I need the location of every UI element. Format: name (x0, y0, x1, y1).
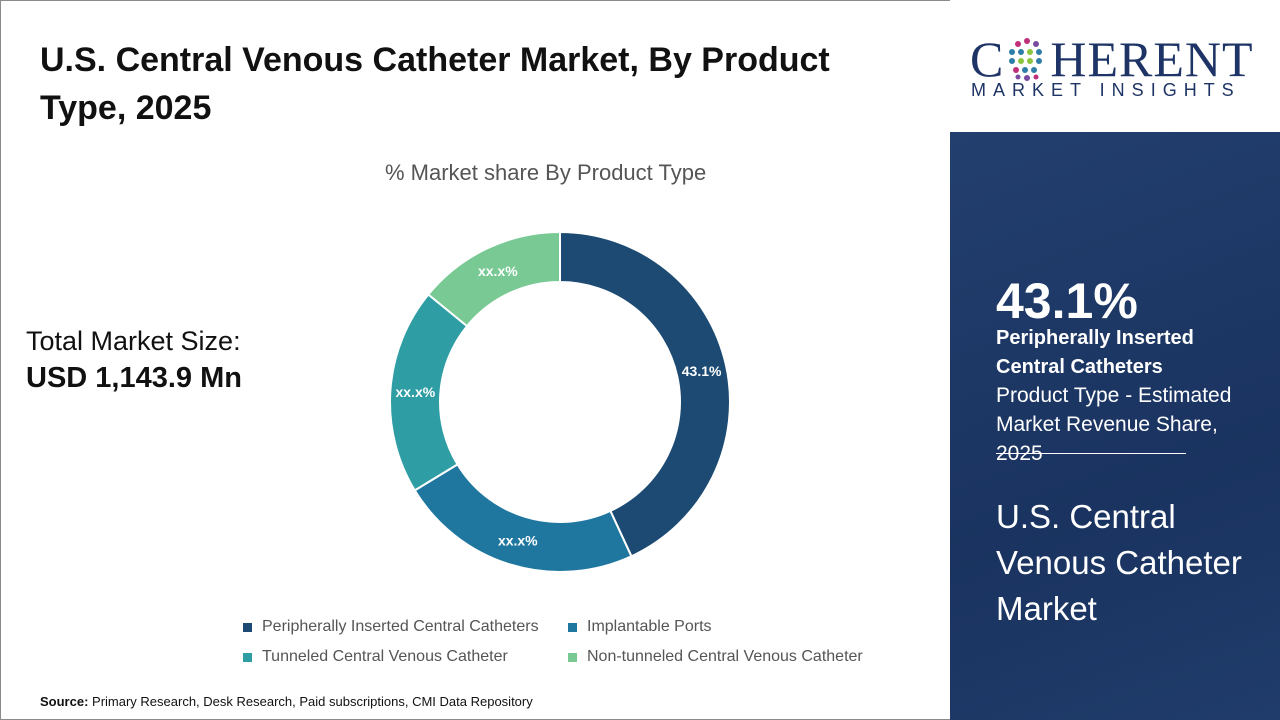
logo-wordmark: C HERENT (970, 31, 1254, 87)
legend-swatch (243, 652, 252, 662)
legend-item: Peripherally Inserted Central Catheters (243, 618, 539, 636)
donut-slice (413, 463, 633, 573)
logo-tagline: MARKET INSIGHTS (971, 80, 1241, 100)
source-note: Source: Primary Research, Desk Research,… (40, 694, 533, 709)
data-label: xx.x% (478, 263, 518, 279)
market-size-value: USD 1,143.9 Mn (26, 362, 242, 394)
market-size-label: Total Market Size: (26, 326, 241, 356)
donut-slice (426, 230, 561, 328)
chart-title: % Market share By Product Type (385, 160, 707, 185)
company-logo: C HERENT MARKET INSIGHTS (950, 0, 1280, 132)
source-label: Source: (40, 694, 89, 709)
divider (996, 453, 1186, 454)
page-title: U.S. Central Venous Catheter Market, By … (40, 41, 830, 127)
globe-icon (1009, 38, 1043, 81)
legend-label: Non-tunneled Central Venous Catheter (587, 648, 863, 665)
legend-item: Implantable Ports (568, 618, 712, 636)
legend-label: Implantable Ports (587, 618, 712, 635)
legend-item: Non-tunneled Central Venous Catheter (568, 648, 863, 666)
highlight-percentage: 43.1% (996, 273, 1138, 329)
highlight-description: Product Type - Estimated Market Revenue … (996, 384, 1232, 465)
data-label: 43.1% (682, 363, 722, 379)
legend-swatch (243, 622, 252, 632)
highlight-panel: 43.1% Peripherally Inserted Central Cath… (950, 132, 1280, 720)
donut-chart: 43.1% xx.x% xx.x% xx.x% (389, 230, 731, 573)
legend-item: Tunneled Central Venous Catheter (243, 648, 508, 666)
data-label: xx.x% (498, 533, 538, 549)
legend-swatch (568, 622, 577, 632)
legend-swatch (568, 652, 577, 662)
highlight-segment: Peripherally Inserted Central Catheters (996, 327, 1194, 378)
donut-slice (559, 230, 731, 558)
legend-label: Tunneled Central Venous Catheter (262, 648, 508, 665)
market-name: U.S. Central Venous Catheter Market (996, 498, 1242, 627)
legend-label: Peripherally Inserted Central Catheters (262, 618, 539, 635)
source-text: Primary Research, Desk Research, Paid su… (92, 694, 533, 709)
data-label: xx.x% (395, 384, 435, 400)
